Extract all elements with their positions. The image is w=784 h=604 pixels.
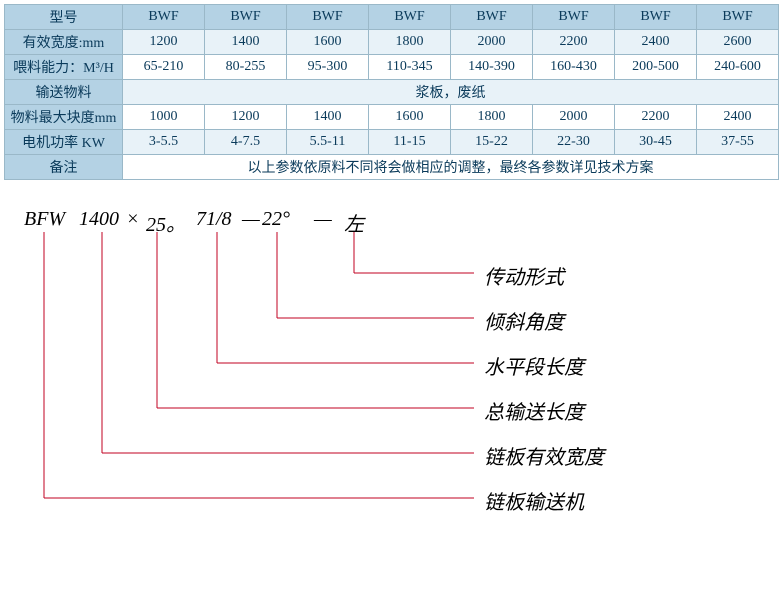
row-label: 有效宽度:mm bbox=[5, 30, 123, 55]
data-cell: 2400 bbox=[697, 105, 779, 130]
row-label: 物料最大块度mm bbox=[5, 105, 123, 130]
data-cell: 2400 bbox=[615, 30, 697, 55]
data-cell: 11-15 bbox=[369, 130, 451, 155]
data-cell: 65-210 bbox=[123, 55, 205, 80]
data-cell: 1800 bbox=[369, 30, 451, 55]
data-cell: 15-22 bbox=[451, 130, 533, 155]
col-header: BWF bbox=[451, 5, 533, 30]
data-cell: 2600 bbox=[697, 30, 779, 55]
data-cell: 95-300 bbox=[287, 55, 369, 80]
data-cell: 1000 bbox=[123, 105, 205, 130]
merged-cell: 以上参数依原料不同将会做相应的调整，最终各参数详见技术方案 bbox=[123, 155, 779, 180]
spec-table: 型号BWFBWFBWFBWFBWFBWFBWFBWF有效宽度:mm1200140… bbox=[4, 4, 779, 180]
data-cell: 2000 bbox=[533, 105, 615, 130]
data-cell: 30-45 bbox=[615, 130, 697, 155]
data-cell: 2200 bbox=[615, 105, 697, 130]
nomenclature-label: 水平段长度 bbox=[484, 351, 584, 380]
row-label: 输送物料 bbox=[5, 80, 123, 105]
code-segment: × bbox=[126, 208, 140, 231]
col-header: BWF bbox=[369, 5, 451, 30]
data-cell: 1200 bbox=[123, 30, 205, 55]
data-cell: 2200 bbox=[533, 30, 615, 55]
merged-cell: 浆板，废纸 bbox=[123, 80, 779, 105]
col-header: BWF bbox=[697, 5, 779, 30]
data-cell: 3-5.5 bbox=[123, 130, 205, 155]
data-cell: 1600 bbox=[369, 105, 451, 130]
data-cell: 2000 bbox=[451, 30, 533, 55]
data-cell: 5.5-11 bbox=[287, 130, 369, 155]
data-cell: 1400 bbox=[205, 30, 287, 55]
nomenclature-label: 传动形式 bbox=[484, 261, 564, 290]
data-cell: 1400 bbox=[287, 105, 369, 130]
code-segment: 71/8 bbox=[196, 208, 232, 231]
data-cell: 140-390 bbox=[451, 55, 533, 80]
col-header: BWF bbox=[533, 5, 615, 30]
data-cell: 240-600 bbox=[697, 55, 779, 80]
code-segment: 1400 bbox=[79, 208, 119, 231]
code-segment: BFW bbox=[24, 208, 65, 231]
col-header: BWF bbox=[123, 5, 205, 30]
nomenclature-label: 总输送长度 bbox=[484, 396, 584, 425]
code-segment: 25。 bbox=[146, 208, 186, 237]
code-segment: 22° bbox=[262, 208, 290, 231]
data-cell: 1200 bbox=[205, 105, 287, 130]
col-header: BWF bbox=[615, 5, 697, 30]
nomenclature-diagram: BFW1400×25。71/8—22°—左 传动形式倾斜角度水平段长度总输送长度… bbox=[4, 208, 778, 548]
data-cell: 22-30 bbox=[533, 130, 615, 155]
col-header: BWF bbox=[287, 5, 369, 30]
data-cell: 160-430 bbox=[533, 55, 615, 80]
code-segment: — bbox=[242, 208, 260, 231]
data-cell: 1800 bbox=[451, 105, 533, 130]
data-cell: 37-55 bbox=[697, 130, 779, 155]
code-segment: — bbox=[314, 208, 332, 231]
col-header: BWF bbox=[205, 5, 287, 30]
data-cell: 1600 bbox=[287, 30, 369, 55]
data-cell: 80-255 bbox=[205, 55, 287, 80]
data-cell: 200-500 bbox=[615, 55, 697, 80]
row-label: 喂料能力：M³/H bbox=[5, 55, 123, 80]
code-segment: 左 bbox=[344, 208, 364, 237]
data-cell: 110-345 bbox=[369, 55, 451, 80]
nomenclature-label: 链板输送机 bbox=[484, 486, 584, 515]
row-label: 备注 bbox=[5, 155, 123, 180]
nomenclature-label: 倾斜角度 bbox=[484, 306, 564, 335]
nomenclature-label: 链板有效宽度 bbox=[484, 441, 604, 470]
data-cell: 4-7.5 bbox=[205, 130, 287, 155]
row-label: 电机功率 KW bbox=[5, 130, 123, 155]
col-header-label: 型号 bbox=[5, 5, 123, 30]
